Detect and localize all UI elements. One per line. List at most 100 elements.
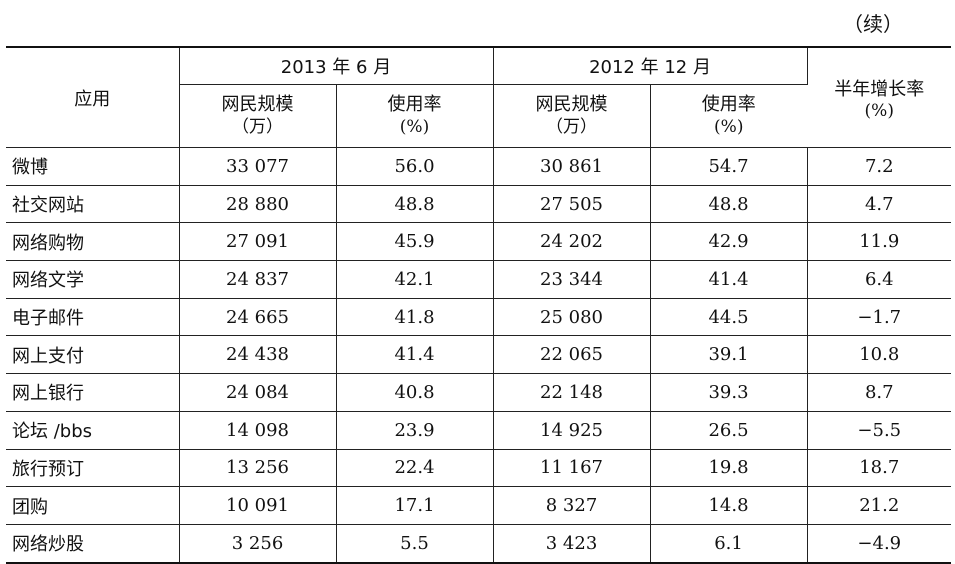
users-2012-cell: 27 505	[493, 185, 651, 224]
application-cell: 旅行预订	[6, 449, 180, 488]
users-2012-cell: 24 202	[493, 222, 651, 262]
application-cell: 网上支付	[6, 335, 180, 375]
growth-cell: 8.7	[807, 373, 952, 412]
rate-header-label: 使用率	[701, 94, 756, 116]
users-2012-header: 网民规模 （万）	[493, 84, 651, 148]
rate-2012-cell: 39.3	[650, 373, 808, 412]
growth-cell: 11.9	[807, 222, 952, 262]
table-body: 微博 33 077 56.0 30 861 54.7 7.2 社交网站 28 880 48.8 2…	[6, 147, 952, 564]
header-row-top: 应用 2013 年 6 月 2012 年 12 月 半年增长率 (%)	[6, 46, 952, 148]
users-2013-cell: 27 091	[179, 222, 337, 262]
rate-2012-cell: 41.4	[650, 260, 808, 299]
rate-2012-header: 使用率 (%)	[650, 84, 808, 148]
growth-cell: −5.5	[807, 411, 952, 450]
users-2013-cell: 10 091	[179, 486, 337, 525]
application-cell: 微博	[6, 147, 180, 186]
rate-header-label: 使用率	[387, 94, 442, 116]
growth-cell: 10.8	[807, 335, 952, 375]
rate-2013-cell: 56.0	[336, 147, 494, 186]
growth-header: 半年增长率 (%)	[807, 46, 952, 148]
users-2013-cell: 24 084	[179, 373, 337, 412]
users-header-label: 网民规模	[535, 94, 608, 116]
header-row-sub: 网民规模 （万） 使用率 (%) 网民规模 （万） 使用率 (%)	[6, 84, 951, 148]
rate-header-unit: (%)	[714, 116, 744, 137]
users-2012-cell: 3 423	[493, 524, 651, 564]
table-row: 网络炒股 3 256 5.5 3 423 6.1 −4.9	[6, 524, 952, 564]
table-row: 旅行预订 13 256 22.4 11 167 19.8 18.7	[6, 449, 952, 488]
rate-2013-header: 使用率 (%)	[336, 84, 494, 148]
users-2012-cell: 11 167	[493, 449, 651, 488]
users-2012-cell: 22 148	[493, 373, 651, 412]
rate-2012-cell: 42.9	[650, 222, 808, 262]
application-cell: 网络炒股	[6, 524, 180, 564]
growth-cell: −4.9	[807, 524, 952, 564]
rate-2012-cell: 14.8	[650, 486, 808, 525]
rate-2012-cell: 39.1	[650, 335, 808, 375]
application-header: 应用	[6, 46, 180, 148]
application-cell: 网络购物	[6, 222, 180, 262]
growth-header-label: 半年增长率	[834, 78, 925, 100]
growth-cell: 4.7	[807, 185, 952, 224]
continued-label: （续）	[843, 12, 903, 36]
rate-2013-cell: 5.5	[336, 524, 494, 564]
rate-2013-cell: 22.4	[336, 449, 494, 488]
users-2013-cell: 14 098	[179, 411, 337, 450]
users-header-unit: （万）	[546, 116, 597, 137]
users-2013-cell: 24 837	[179, 260, 337, 299]
rate-2013-cell: 41.8	[336, 298, 494, 337]
table-row: 网络文学 24 837 42.1 23 344 41.4 6.4	[6, 260, 952, 299]
table-row: 电子邮件 24 665 41.8 25 080 44.5 −1.7	[6, 298, 952, 337]
users-2012-cell: 14 925	[493, 411, 651, 450]
table-row: 团购 10 091 17.1 8 327 14.8 21.2	[6, 486, 952, 525]
users-2013-cell: 24 665	[179, 298, 337, 337]
growth-cell: 21.2	[807, 486, 952, 525]
period-2013-header: 2013 年 6 月	[179, 46, 494, 85]
rate-2012-cell: 48.8	[650, 185, 808, 224]
application-cell: 电子邮件	[6, 298, 180, 337]
rate-2013-cell: 45.9	[336, 222, 494, 262]
application-cell: 团购	[6, 486, 180, 525]
rate-2013-cell: 42.1	[336, 260, 494, 299]
table-row: 微博 33 077 56.0 30 861 54.7 7.2	[6, 147, 952, 186]
rate-2012-cell: 26.5	[650, 411, 808, 450]
table-row: 网上支付 24 438 41.4 22 065 39.1 10.8	[6, 335, 952, 375]
rate-2012-cell: 6.1	[650, 524, 808, 564]
rate-2012-cell: 54.7	[650, 147, 808, 186]
users-header-label: 网民规模	[221, 94, 294, 116]
rate-2013-cell: 17.1	[336, 486, 494, 525]
rate-2013-cell: 23.9	[336, 411, 494, 450]
application-cell: 网上银行	[6, 373, 180, 412]
rate-2013-cell: 48.8	[336, 185, 494, 224]
rate-2013-cell: 40.8	[336, 373, 494, 412]
rate-2012-cell: 19.8	[650, 449, 808, 488]
users-2012-cell: 25 080	[493, 298, 651, 337]
application-cell: 网络文学	[6, 260, 180, 299]
users-2012-cell: 30 861	[493, 147, 651, 186]
period-2012-header: 2012 年 12 月	[493, 46, 808, 85]
rate-header-unit: (%)	[399, 116, 430, 137]
rate-2013-cell: 41.4	[336, 335, 494, 375]
growth-cell: 6.4	[807, 260, 952, 299]
table-row: 网络购物 27 091 45.9 24 202 42.9 11.9	[6, 222, 952, 262]
growth-cell: −1.7	[807, 298, 952, 337]
users-2013-header: 网民规模 （万）	[179, 84, 337, 148]
users-2013-cell: 24 438	[179, 335, 337, 375]
application-cell: 社交网站	[6, 185, 180, 224]
application-cell: 论坛 /bbs	[6, 411, 180, 450]
table-header: 应用 2013 年 6 月 2012 年 12 月 半年增长率 (%) 网民规模…	[6, 46, 952, 148]
growth-cell: 7.2	[807, 147, 952, 186]
users-2013-cell: 13 256	[179, 449, 337, 488]
table-row: 论坛 /bbs 14 098 23.9 14 925 26.5 −5.5	[6, 411, 952, 450]
users-2013-cell: 28 880	[179, 185, 337, 224]
table-row: 社交网站 28 880 48.8 27 505 48.8 4.7	[6, 185, 952, 224]
users-2012-cell: 23 344	[493, 260, 651, 299]
users-2012-cell: 22 065	[493, 335, 651, 375]
growth-header-unit: (%)	[864, 100, 894, 121]
growth-cell: 18.7	[807, 449, 952, 488]
internet-application-table: 应用 2013 年 6 月 2012 年 12 月 半年增长率 (%) 网民规模…	[6, 46, 952, 564]
rate-2012-cell: 44.5	[650, 298, 808, 337]
users-header-unit: （万）	[232, 116, 283, 137]
users-2012-cell: 8 327	[493, 486, 651, 525]
table-row: 网上银行 24 084 40.8 22 148 39.3 8.7	[6, 373, 952, 412]
users-2013-cell: 33 077	[179, 147, 337, 186]
